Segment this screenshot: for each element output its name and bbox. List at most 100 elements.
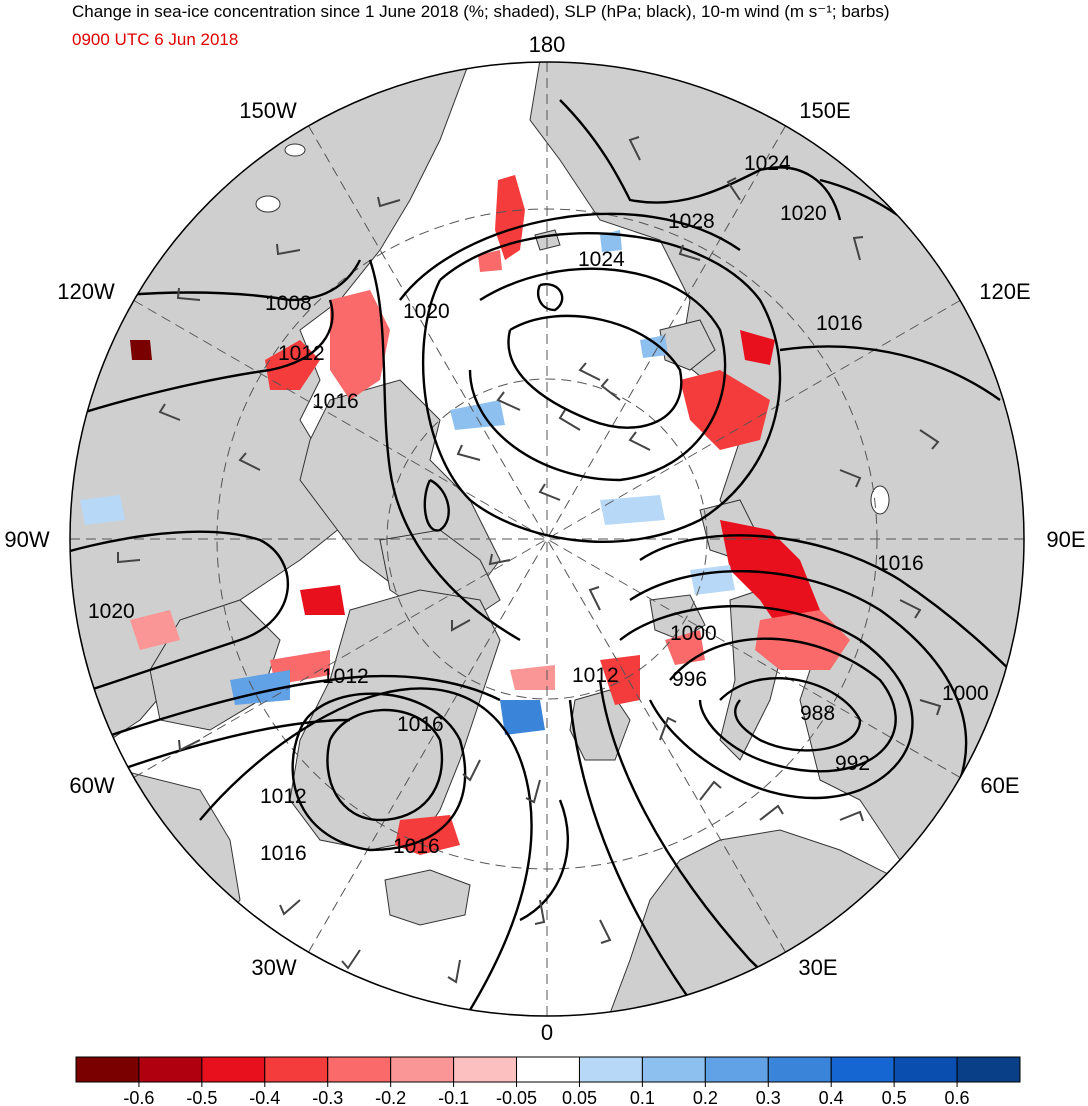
ice-loss-patch — [130, 340, 152, 360]
wind-barb — [178, 739, 201, 752]
slp-label: 1012 — [260, 785, 307, 808]
wind-barbs — [117, 136, 942, 984]
ice-loss-patch — [600, 655, 640, 705]
colorbar-swatch — [641, 1056, 706, 1083]
ice-gain-patch — [500, 700, 545, 735]
ice-loss-patch — [300, 585, 345, 615]
slp-label: 1016 — [816, 312, 863, 335]
longitude-labels: 180 150E 120E 90E 60E 30E 0 30W 60W 90W … — [4, 32, 1085, 1045]
wind-barb — [839, 810, 864, 822]
slp-label: 1012 — [278, 342, 325, 365]
slp-contour — [368, 259, 521, 642]
slp-label: 996 — [672, 668, 707, 691]
wind-barb — [341, 949, 361, 970]
slp-label: 1016 — [312, 390, 359, 413]
colorbar-swatch — [767, 1056, 832, 1083]
colorbar-tick-label: 0.2 — [693, 1088, 718, 1106]
lon-label: 0 — [541, 1020, 553, 1045]
slp-label: 1012 — [322, 665, 369, 688]
wind-barb — [462, 759, 481, 782]
ice-loss-patch — [510, 665, 555, 690]
colorbar-tick-label: 0.4 — [819, 1088, 844, 1106]
colorbar-swatch — [704, 1056, 769, 1083]
wind-barb — [279, 899, 301, 916]
slp-contour — [598, 679, 901, 1016]
colorbar-swatch — [516, 1056, 580, 1083]
lon-label: 90W — [4, 527, 49, 552]
landmass-labrador — [70, 769, 241, 1011]
colorbar-tick-label: 0.3 — [756, 1088, 781, 1106]
map-title: Change in sea-ice concentration since 1 … — [72, 2, 890, 21]
slp-contour — [70, 530, 290, 702]
slp-contour — [399, 212, 741, 301]
colorbar-tick-label: -0.4 — [249, 1088, 280, 1106]
parallel-80 — [386, 378, 708, 700]
slp-contour — [199, 687, 533, 1011]
colorbar-tick-label: -0.1 — [438, 1088, 469, 1106]
wind-barb — [238, 452, 261, 471]
lon-label: 150E — [799, 98, 850, 123]
graticule — [70, 62, 1024, 1016]
slp-label: 992 — [835, 752, 870, 775]
colorbar-tick-label: -0.2 — [375, 1088, 406, 1106]
colorbar-swatch — [138, 1056, 203, 1083]
wind-barb — [377, 196, 401, 208]
ice-loss-patch — [265, 340, 320, 390]
wind-barb — [919, 699, 942, 716]
colorbar-tick-label: 0.6 — [945, 1088, 970, 1106]
ice-gain-patch — [690, 565, 735, 595]
ice-gain-patch — [600, 495, 665, 525]
wind-barb — [558, 409, 581, 431]
wind-barb — [158, 403, 181, 421]
lon-label: 90E — [1046, 527, 1085, 552]
slp-contour — [507, 314, 683, 429]
colorbar-swatch — [956, 1056, 1021, 1083]
slp-contour — [639, 534, 1024, 691]
slp-contour — [669, 637, 897, 773]
slp-label: 1012 — [572, 664, 619, 687]
colorbar-tick-label: -0.5 — [186, 1088, 217, 1106]
slp-contour — [423, 478, 450, 532]
wind-barb — [451, 619, 471, 632]
wind-barb — [525, 779, 541, 804]
wind-barb — [919, 429, 940, 450]
lon-label: 180 — [529, 32, 566, 57]
slp-label: 1016 — [260, 842, 307, 865]
wind-barb — [117, 552, 141, 564]
colorbar-tick-label: -0.05 — [496, 1088, 537, 1106]
slp-label: 1020 — [403, 300, 450, 323]
wind-barb — [538, 483, 561, 501]
wind-barb — [628, 431, 651, 451]
wind-barb — [176, 287, 201, 301]
wind-barb — [699, 780, 722, 801]
slp-contour — [629, 569, 968, 781]
colorbar-tick-label: -0.3 — [312, 1088, 343, 1106]
lon-label: 120W — [57, 279, 115, 304]
lake — [284, 143, 306, 157]
globe-border — [69, 61, 1025, 1017]
slp-contour — [326, 708, 444, 822]
lake — [255, 195, 281, 213]
slp-label: 1028 — [668, 210, 715, 233]
slp-label: 1024 — [578, 248, 625, 271]
lon-label: 30E — [798, 955, 837, 980]
wind-barb — [839, 469, 862, 488]
wind-barb — [628, 136, 641, 161]
ice-loss-patch — [130, 610, 180, 650]
colorbar-swatch — [453, 1056, 518, 1083]
ice-loss-patch — [740, 330, 775, 365]
slp-label: 1008 — [265, 292, 312, 315]
slp-label: 1016 — [877, 552, 924, 575]
slp-contour — [719, 677, 862, 752]
ice-loss-patch — [330, 290, 390, 400]
slp-contour — [468, 267, 727, 482]
wind-barb — [759, 804, 784, 821]
slp-contour — [779, 345, 1001, 401]
colorbar-tick-label: 0.5 — [882, 1088, 907, 1106]
colorbar-swatch — [830, 1056, 895, 1083]
wind-barb — [276, 243, 301, 256]
wind-barb — [578, 362, 601, 381]
lon-label: 120E — [979, 279, 1030, 304]
ice-loss-patch — [478, 250, 502, 272]
slp-label: 1020 — [88, 600, 135, 623]
